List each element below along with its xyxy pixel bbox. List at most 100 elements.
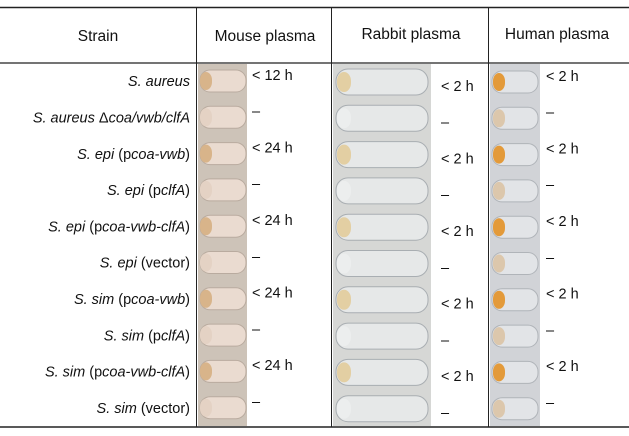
human-result: < 2 h (546, 359, 579, 375)
strain-name: S. epi (pcoa-vwb) (77, 147, 190, 163)
tube-cap (200, 398, 212, 417)
strain-segment: (p (85, 219, 102, 235)
mouse-result: – (252, 395, 261, 411)
rabbit-result: < 2 h (441, 151, 474, 167)
strain-segment: ) (185, 183, 190, 199)
tube-cap (200, 362, 212, 381)
strain-name: S. sim (pcoa-vwb) (74, 292, 190, 308)
tube-cap (493, 399, 505, 418)
strain-segment: coa-vwb (131, 292, 185, 308)
strain-segment: coa-vwb-clfA (102, 364, 185, 380)
rabbit-result: < 2 h (441, 79, 474, 95)
tube-cap (200, 72, 212, 90)
header-cell: Strain (78, 28, 119, 45)
human-result: – (546, 323, 555, 339)
mouse-result: – (252, 177, 261, 193)
tube (335, 177, 429, 205)
tube-cap (493, 145, 505, 164)
tube-cap (200, 289, 212, 308)
mouse-result: < 24 h (252, 358, 293, 374)
header-cell: Rabbit plasma (361, 26, 460, 43)
tube-cap (493, 327, 505, 346)
strain-name: S. aureus (128, 74, 190, 90)
strain-segment: coa-vwb-clfA (102, 219, 185, 235)
strain-segment: S. epi (100, 255, 138, 271)
tube-cap (337, 180, 351, 201)
rabbit-result: < 2 h (441, 369, 474, 385)
tube (335, 68, 429, 96)
tube-cap (337, 398, 351, 419)
strain-segment: S. sim (97, 401, 137, 417)
tube-cap (337, 217, 351, 238)
mouse-result: – (252, 249, 261, 265)
strain-segment: ) (185, 147, 190, 163)
human-result: – (546, 250, 555, 266)
rabbit-result: – (441, 260, 450, 276)
mouse-result: < 24 h (252, 286, 293, 302)
mouse-result: – (252, 322, 261, 338)
tube-cap (493, 290, 505, 309)
human-result: < 2 h (546, 69, 579, 85)
strain-segment: clfA (161, 183, 185, 199)
strain-name: S. sim (pclfA) (104, 328, 190, 344)
strain-segment: (vector) (137, 401, 190, 417)
strain-segment: ) (185, 219, 190, 235)
tube-cap (337, 326, 351, 347)
tube (335, 250, 429, 277)
rabbit-result: < 2 h (441, 297, 474, 313)
tube-cap (200, 253, 212, 272)
strain-segment: coa/vwb/clfA (109, 110, 190, 126)
mouse-result: < 24 h (252, 140, 293, 156)
tube-cap (337, 144, 351, 165)
strain-segment: (p (85, 364, 102, 380)
header-cell: Mouse plasma (215, 28, 316, 45)
strain-name: S. sim (pcoa-vwb-clfA) (45, 364, 190, 380)
strain-name: S. epi (pclfA) (107, 183, 190, 199)
strain-segment: S. aureus (33, 110, 99, 126)
mouse-result: < 12 h (252, 68, 293, 84)
tube (335, 358, 429, 386)
strain-segment: (p (114, 147, 131, 163)
strain-segment: ) (185, 364, 190, 380)
human-result: < 2 h (546, 287, 579, 303)
tube-cap (337, 362, 351, 383)
tube-cap (337, 108, 351, 129)
strain-segment: S. sim (74, 292, 114, 308)
strain-segment: ) (185, 292, 190, 308)
rabbit-result: – (441, 333, 450, 349)
rabbit-result: – (441, 406, 450, 422)
tube-cap (337, 289, 351, 310)
strain-segment: S. epi (77, 147, 115, 163)
strain-name: S. epi (vector) (100, 255, 190, 271)
rabbit-result: – (441, 115, 450, 131)
tube-cap (337, 72, 351, 92)
strain-segment: ) (185, 328, 190, 344)
strain-segment: S. epi (107, 183, 145, 199)
human-result: – (546, 178, 555, 194)
strain-segment: (p (114, 292, 131, 308)
tube (335, 286, 429, 314)
rabbit-result: – (441, 188, 450, 204)
tube (335, 395, 429, 423)
tube (335, 213, 429, 241)
strain-segment: clfA (161, 328, 185, 344)
strain-name: S. sim (vector) (97, 401, 190, 417)
human-result: – (546, 396, 555, 412)
tube-cap (493, 109, 505, 128)
human-result: < 2 h (546, 141, 579, 157)
tube-cap (493, 73, 505, 91)
strain-segment: Δ (99, 110, 109, 126)
human-result: – (546, 105, 555, 121)
tube-cap (200, 108, 212, 127)
tube-cap (200, 144, 212, 163)
strain-segment: (p (144, 183, 161, 199)
tube-cap (337, 253, 351, 274)
tube (335, 104, 429, 132)
mouse-result: – (252, 104, 261, 120)
tube-cap (493, 181, 505, 200)
human-result: < 2 h (546, 214, 579, 230)
strain-segment: S. sim (104, 328, 144, 344)
mouse-result: < 24 h (252, 213, 293, 229)
strain-segment: S. aureus (128, 74, 190, 90)
